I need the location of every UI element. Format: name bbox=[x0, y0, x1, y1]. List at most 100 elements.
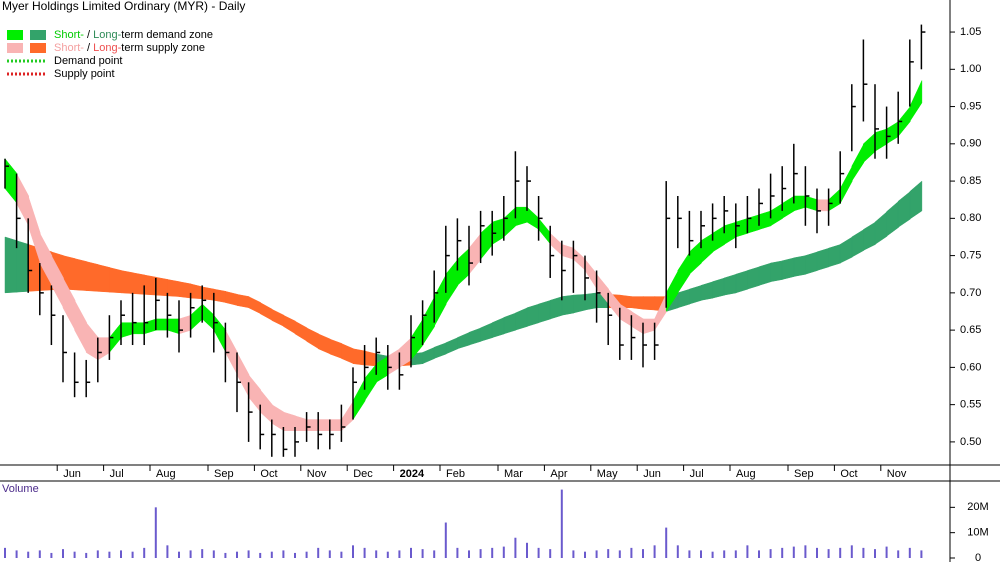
short-term-zone-segment bbox=[85, 321, 99, 361]
x-tick-label: Dec bbox=[353, 468, 373, 480]
long-term-zone-segment bbox=[805, 251, 818, 275]
long-term-zone-segment bbox=[178, 281, 192, 299]
short-term-zone-segment bbox=[259, 389, 273, 424]
volume-bar bbox=[410, 547, 412, 558]
short-term-zone-segment bbox=[874, 128, 888, 152]
volume-bar bbox=[595, 550, 598, 558]
volume-bar bbox=[607, 549, 610, 558]
volume-tick-label: 20M bbox=[967, 501, 988, 513]
long-term-zone-segment bbox=[201, 286, 215, 301]
volume-bar bbox=[491, 547, 494, 558]
long-term-zone-segment bbox=[549, 296, 563, 320]
volume-bar bbox=[282, 550, 285, 558]
long-term-zone-segment bbox=[445, 337, 459, 355]
volume-bar bbox=[189, 550, 192, 558]
long-term-zone-segment bbox=[109, 267, 122, 294]
volume-bar bbox=[456, 547, 459, 558]
volume-bar bbox=[816, 547, 818, 558]
volume-bar bbox=[212, 550, 215, 558]
legend-label: Demand point bbox=[54, 55, 123, 67]
volume-bar bbox=[700, 550, 702, 558]
short-term-zone-segment bbox=[213, 314, 227, 353]
short-term-zone-segment bbox=[909, 80, 923, 123]
legend-swatch bbox=[7, 43, 23, 53]
short-term-zone-segment bbox=[735, 218, 749, 238]
long-term-zone-segment bbox=[503, 312, 517, 335]
legend-swatch bbox=[30, 43, 46, 53]
long-term-zone-segment bbox=[167, 279, 180, 297]
y-tick-label: 0.75 bbox=[960, 250, 981, 262]
volume-bar bbox=[4, 547, 6, 558]
x-tick-label: Jul bbox=[690, 468, 704, 480]
volume-bar bbox=[444, 522, 447, 558]
legend-rest: term demand zone bbox=[121, 29, 213, 41]
volume-bar bbox=[317, 547, 320, 558]
zones bbox=[4, 80, 923, 432]
chart-title: Myer Holdings Limited Ordinary (MYR) - D… bbox=[2, 0, 245, 13]
long-term-zone-segment bbox=[723, 273, 737, 296]
long-term-zone-segment bbox=[770, 260, 783, 282]
volume-tick-label: 10M bbox=[967, 527, 988, 539]
legend-sep: / bbox=[84, 42, 93, 54]
long-term-zone-segment bbox=[143, 274, 157, 296]
volume-bars bbox=[4, 489, 923, 558]
x-tick-label: Apr bbox=[550, 468, 567, 480]
short-term-zone-segment bbox=[886, 121, 899, 145]
legend-short: Short- bbox=[54, 29, 84, 41]
volume-bar bbox=[839, 547, 842, 558]
short-term-zone-segment bbox=[422, 296, 435, 346]
long-term-zone-segment bbox=[828, 244, 841, 268]
long-term-zone-segment bbox=[329, 338, 343, 359]
volume-bar bbox=[259, 552, 262, 558]
y-tick-label: 1.05 bbox=[960, 26, 981, 38]
volume-bar bbox=[201, 549, 204, 558]
long-term-zone-segment bbox=[515, 307, 528, 331]
volume-bar bbox=[514, 537, 517, 558]
long-term-zone-segment bbox=[283, 314, 296, 335]
long-term-zone-segment bbox=[225, 291, 238, 306]
short-term-zone-segment bbox=[723, 221, 737, 245]
volume-bar bbox=[363, 547, 366, 558]
volume-title: Volume bbox=[2, 483, 39, 495]
short-term-zone-segment bbox=[631, 311, 644, 335]
y-tick-label: 1.00 bbox=[960, 63, 981, 75]
y-tick-label: 0.85 bbox=[960, 175, 981, 187]
short-term-zone-segment bbox=[457, 247, 470, 286]
legend-short: Short- bbox=[54, 42, 84, 54]
volume-bar bbox=[15, 550, 18, 558]
long-term-zone-segment bbox=[364, 350, 377, 367]
long-term-zone-segment bbox=[874, 211, 888, 245]
short-term-zone-segment bbox=[781, 195, 795, 219]
y-tick-label: 0.50 bbox=[960, 436, 981, 448]
short-term-zone-segment bbox=[851, 143, 865, 182]
volume-bar bbox=[827, 549, 830, 558]
short-term-zone-segment bbox=[526, 206, 540, 230]
long-term-zone-segment bbox=[213, 288, 227, 303]
price-bars bbox=[4, 24, 926, 457]
volume-tick-label: 0 bbox=[975, 552, 981, 562]
long-term-zone-segment bbox=[190, 283, 203, 300]
volume-bar bbox=[421, 549, 424, 558]
short-term-zone-segment bbox=[178, 314, 192, 335]
short-term-zone-segment bbox=[816, 199, 830, 212]
volume-bar bbox=[120, 550, 122, 558]
volume-bar bbox=[920, 550, 923, 558]
short-term-zone-segment bbox=[503, 206, 517, 238]
legend-label: Short- / Long-term demand zone bbox=[54, 29, 213, 41]
volume-bar bbox=[804, 545, 807, 558]
volume-bar bbox=[792, 546, 795, 558]
long-term-zone-segment bbox=[816, 247, 830, 271]
x-tick-label: Mar bbox=[504, 468, 523, 480]
short-term-zone-segment bbox=[770, 202, 783, 227]
short-term-zone-segment bbox=[329, 419, 343, 431]
short-term-zone-segment bbox=[445, 258, 459, 305]
long-term-zone-segment bbox=[120, 270, 134, 294]
long-term-zone-segment bbox=[317, 333, 331, 355]
y-tick-label: 0.70 bbox=[960, 287, 981, 299]
volume-bar bbox=[746, 545, 749, 558]
short-term-zone-segment bbox=[364, 362, 377, 402]
volume-bar bbox=[386, 551, 389, 558]
y-tick-label: 0.60 bbox=[960, 361, 981, 373]
short-term-zone-segment bbox=[306, 419, 319, 431]
long-term-zone-segment bbox=[538, 299, 551, 324]
